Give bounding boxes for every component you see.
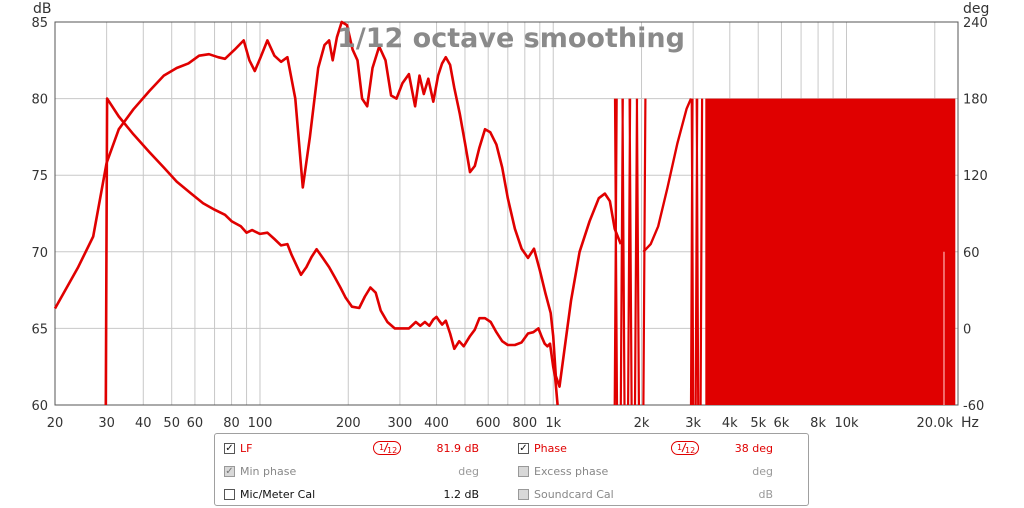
legend-checkbox[interactable]: ✓ xyxy=(224,442,235,454)
x-tick-label: 4k xyxy=(722,416,738,431)
y-right-tick-label: 180 xyxy=(963,93,988,108)
x-tick-label: 400 xyxy=(424,416,449,431)
y-axis-left-unit: dB xyxy=(33,1,52,17)
legend-value: 38 deg xyxy=(734,442,773,455)
y-left-tick-label: 75 xyxy=(31,169,48,184)
y-right-tick-label: 120 xyxy=(963,169,988,184)
phase-wrap-fill xyxy=(705,98,956,405)
y-right-tick-label: 0 xyxy=(963,322,971,337)
legend-panel: ✓ LF 1 12 81.9 dB ✓ Phase 1 12 38 deg ✓ Min phase de… xyxy=(214,433,809,506)
legend-checkbox[interactable] xyxy=(224,488,235,500)
legend-label: Phase xyxy=(534,441,567,455)
y-right-tick-label: 240 xyxy=(963,16,988,31)
phase-hf-band xyxy=(613,98,956,406)
legend-item-0-0: ✓ LF xyxy=(224,440,252,456)
y-axis-left-ticks: 60 65 70 75 80 85 xyxy=(31,16,48,414)
x-tick-label: 40 xyxy=(135,416,152,431)
legend-checkbox: ✓ xyxy=(224,465,235,477)
legend-value: dB xyxy=(758,488,773,501)
series-lf-line xyxy=(53,20,623,388)
legend-item-1-0: ✓ Min phase xyxy=(224,463,296,479)
phase-wrap-traces xyxy=(689,98,704,406)
legend-item-0-1: ✓ Phase xyxy=(518,440,567,456)
legend-checkbox xyxy=(518,488,529,500)
x-tick-label: 1k xyxy=(545,416,561,431)
x-tick-label: 20 xyxy=(47,416,64,431)
legend-label: Excess phase xyxy=(534,464,609,478)
legend-item-1-1: Excess phase xyxy=(518,463,608,479)
y-left-tick-label: 60 xyxy=(31,399,48,414)
x-axis-unit: Hz xyxy=(961,415,979,431)
x-tick-label: 600 xyxy=(476,416,501,431)
y-axis-right-ticks: -60 0 60 120 180 240 xyxy=(963,16,988,414)
frequency-response-chart: 60 65 70 75 80 85 -60 0 60 120 180 240 20 30 40 50 60 8… xyxy=(31,1,989,431)
x-tick-label: 5k xyxy=(750,416,766,431)
series-phase-line xyxy=(104,97,559,406)
svg-text:1: 1 xyxy=(677,443,682,452)
smoothing-button[interactable]: 1 12 xyxy=(671,441,699,455)
legend-value: 1.2 dB xyxy=(443,488,479,501)
y-left-tick-label: 65 xyxy=(31,322,48,337)
legend-checkbox[interactable]: ✓ xyxy=(518,442,529,454)
y-right-tick-label: -60 xyxy=(963,399,984,414)
svg-text:12: 12 xyxy=(685,446,695,454)
legend-item-2-0: Mic/Meter Cal xyxy=(224,486,315,502)
legend-label: Soundcard Cal xyxy=(534,487,614,501)
x-tick-label: 10k xyxy=(834,416,859,431)
x-tick-label: 20.0k xyxy=(917,416,954,431)
y-right-tick-label: 60 xyxy=(963,246,980,261)
x-tick-label: 100 xyxy=(248,416,273,431)
legend-label: Min phase xyxy=(240,464,297,478)
y-left-tick-label: 85 xyxy=(31,16,48,31)
y-left-tick-label: 80 xyxy=(31,93,48,108)
x-tick-label: 30 xyxy=(98,416,115,431)
x-tick-label: 8k xyxy=(810,416,826,431)
x-tick-label: 200 xyxy=(336,416,361,431)
legend-value: 81.9 dB xyxy=(436,442,479,455)
legend-item-2-1: Soundcard Cal xyxy=(518,486,614,502)
svg-text:1: 1 xyxy=(379,443,384,452)
y-left-tick-label: 70 xyxy=(31,246,48,261)
svg-text:12: 12 xyxy=(387,446,397,454)
x-tick-label: 50 xyxy=(163,416,180,431)
legend-value: deg xyxy=(458,465,479,478)
x-tick-label: 800 xyxy=(512,416,537,431)
x-tick-label: 300 xyxy=(387,416,412,431)
legend-value: deg xyxy=(752,465,773,478)
legend-label: Mic/Meter Cal xyxy=(240,487,316,501)
smoothing-button[interactable]: 1 12 xyxy=(373,441,401,455)
y-axis-right-unit: deg xyxy=(963,1,989,17)
x-tick-label: 60 xyxy=(187,416,204,431)
x-tick-label: 2k xyxy=(634,416,650,431)
x-tick-label: 3k xyxy=(685,416,701,431)
legend-checkbox xyxy=(518,465,529,477)
phase-bump-trace xyxy=(642,98,693,253)
chart-title: 1/12 octave smoothing xyxy=(337,23,685,54)
x-tick-label: 6k xyxy=(774,416,790,431)
x-axis-ticks: 20 30 40 50 60 80 100 200 300 400 600 800 1k 2k 3k 4k 5k… xyxy=(47,416,954,431)
plot-frame xyxy=(54,21,959,406)
legend-label: LF xyxy=(240,441,253,455)
x-tick-label: 80 xyxy=(223,416,240,431)
